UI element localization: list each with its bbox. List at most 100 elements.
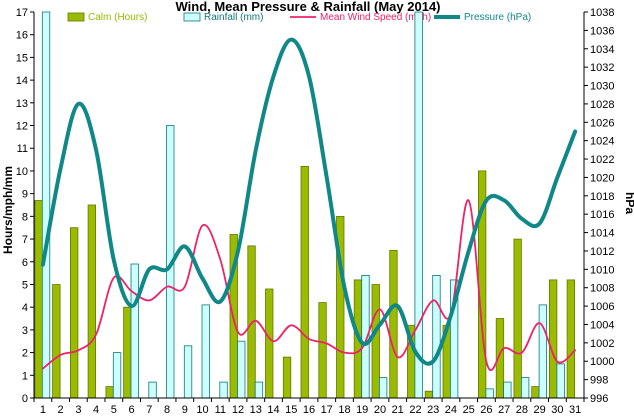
y-tick-label-right: 1008	[590, 283, 614, 295]
y-tick-label-right: 1022	[590, 154, 614, 166]
y-tick-label-right: 1010	[590, 264, 614, 276]
bar	[148, 381, 157, 399]
x-tick-label: 16	[303, 404, 315, 416]
y-tick-label-right: 1032	[590, 62, 614, 74]
bar	[219, 381, 228, 399]
bar	[34, 200, 43, 399]
line-series-1	[40, 37, 578, 366]
bar	[556, 363, 565, 399]
y-tick-label-right: 1018	[590, 191, 614, 203]
bar	[503, 381, 512, 399]
y-tick-label-right: 1020	[590, 172, 614, 184]
y-tick-label-left: 7	[22, 234, 28, 246]
line-layer	[40, 37, 578, 371]
bar	[538, 304, 547, 399]
x-tick-label: 20	[374, 404, 386, 416]
y-tick-label-right: 998	[590, 375, 608, 387]
bar	[87, 204, 96, 399]
bar	[105, 386, 114, 399]
y-tick-label-left: 9	[22, 189, 28, 201]
x-tick-label: 11	[215, 404, 226, 416]
x-tick-label: 6	[129, 404, 135, 416]
y-tick-label-left: 14	[16, 75, 28, 87]
y-tick-label-right: 1030	[590, 81, 614, 93]
bar	[318, 302, 327, 399]
y-tick-label-left: 15	[16, 52, 28, 64]
bar	[265, 288, 274, 399]
y-tick-label-right: 1000	[590, 356, 614, 368]
y-tick-label-right: 996	[590, 393, 608, 405]
axes: 0123456789101112131415161799699810001002…	[16, 7, 615, 416]
x-tick-label: 21	[392, 404, 404, 416]
bar	[513, 238, 522, 399]
legend-swatch	[67, 12, 85, 22]
x-tick-label: 19	[356, 404, 368, 416]
y-tick-label-right: 1028	[590, 99, 614, 111]
y-tick-label-right: 1034	[590, 44, 614, 56]
x-tick-label: 26	[480, 404, 492, 416]
x-tick-label: 7	[146, 404, 152, 416]
x-tick-label: 1	[40, 404, 46, 416]
x-tick-label: 3	[75, 404, 81, 416]
x-tick-label: 15	[285, 404, 297, 416]
y-tick-label-left: 16	[16, 30, 28, 42]
bar	[237, 340, 246, 399]
bar	[549, 279, 558, 399]
x-tick-label: 28	[516, 404, 528, 416]
x-tick-label: 13	[250, 404, 262, 416]
y-tick-label-right: 1004	[590, 319, 614, 331]
y-axis-label-left: Hours/mph/mm	[1, 166, 15, 254]
bar	[424, 390, 434, 399]
y-tick-label-right: 1036	[590, 25, 614, 37]
bar	[70, 227, 79, 399]
y-tick-label-left: 3	[22, 325, 28, 337]
y-tick-label-left: 0	[22, 393, 28, 405]
y-tick-label-left: 11	[17, 143, 28, 155]
y-tick-label-left: 1	[22, 370, 28, 382]
x-tick-label: 31	[569, 404, 581, 416]
x-tick-label: 24	[445, 404, 457, 416]
legend-label: Pressure (hPa)	[464, 12, 531, 23]
y-tick-label-right: 1024	[590, 136, 614, 148]
y-tick-label-left: 2	[22, 348, 28, 360]
y-tick-label-right: 1014	[590, 228, 614, 240]
x-tick-label: 5	[111, 404, 117, 416]
bar	[282, 356, 292, 399]
y-tick-label-left: 5	[22, 279, 28, 291]
y-tick-label-right: 1012	[590, 246, 614, 258]
x-tick-label: 14	[267, 404, 279, 416]
y-tick-label-right: 1006	[590, 301, 614, 313]
bar	[41, 11, 51, 399]
x-tick-label: 27	[498, 404, 510, 416]
bar	[254, 381, 264, 399]
x-tick-label: 12	[232, 404, 244, 416]
y-tick-label-right: 1026	[590, 117, 614, 129]
x-tick-label: 22	[409, 404, 421, 416]
x-tick-label: 23	[427, 404, 439, 416]
bar	[378, 377, 388, 399]
y-tick-label-left: 17	[16, 7, 28, 19]
x-tick-label: 29	[533, 404, 545, 416]
bar	[485, 388, 494, 399]
bar	[389, 249, 398, 399]
x-tick-label: 9	[182, 404, 188, 416]
bar	[371, 284, 380, 399]
bar	[432, 274, 441, 399]
chart-title: Wind, Mean Pressure & Rainfall (May 2014…	[175, 0, 440, 14]
y-tick-label-left: 13	[16, 98, 28, 110]
y-tick-label-left: 6	[22, 257, 28, 269]
legend-label: Calm (Hours)	[88, 12, 147, 23]
bar	[521, 377, 530, 399]
x-tick-label: 2	[58, 404, 64, 416]
y-tick-label-left: 12	[16, 121, 28, 133]
y-tick-label-right: 1002	[590, 338, 614, 350]
bar	[183, 345, 193, 399]
bar	[130, 263, 139, 399]
bar	[300, 165, 309, 399]
bar	[531, 386, 540, 399]
y-tick-label-left: 10	[16, 166, 28, 178]
x-tick-label: 30	[551, 404, 563, 416]
bar	[414, 11, 423, 399]
y-tick-label-left: 4	[22, 302, 28, 314]
